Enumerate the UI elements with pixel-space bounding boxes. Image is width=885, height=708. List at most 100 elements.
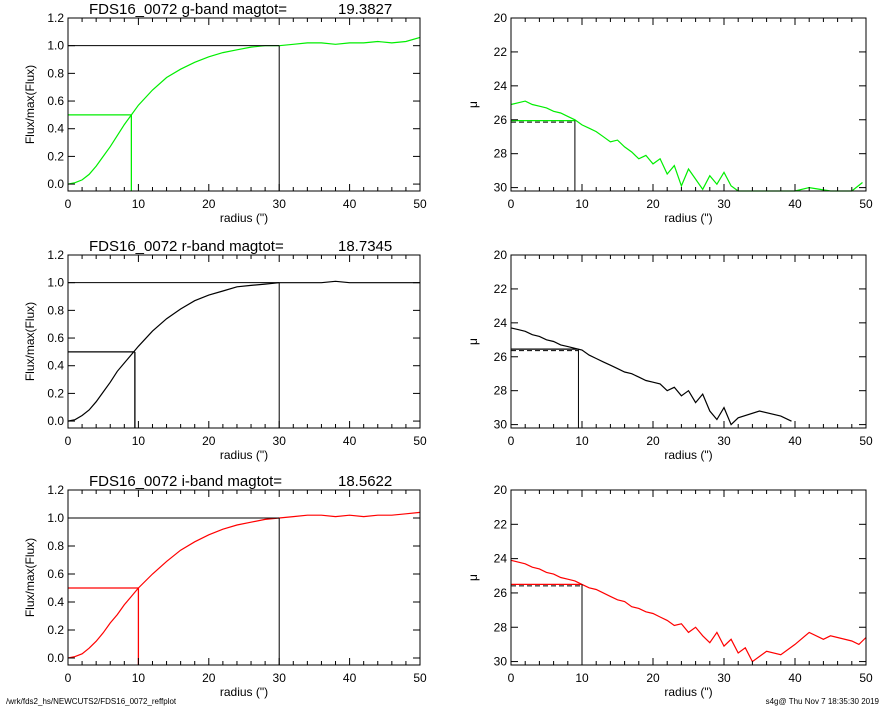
plot-frame <box>67 17 421 192</box>
x-tick-label: 10 <box>575 671 589 685</box>
y-tick-label: 28 <box>494 147 508 161</box>
series-line-g <box>510 100 863 192</box>
y-tick-label: 0.4 <box>47 595 64 609</box>
chart-panel-growth-curve-i: 0 10 20 30 40 50 0.0 0.2 0.4 0.6 0.8 1.0 1.2 radius (… <box>23 473 427 699</box>
y-tick-label: 24 <box>494 316 508 330</box>
y-tick-label: 30 <box>494 655 508 669</box>
x-axis-label: radius (") <box>220 448 268 462</box>
y-axis-label: Flux/max(Flux) <box>23 538 37 617</box>
series-line-g <box>67 36 421 185</box>
y-tick-label: 0.6 <box>47 331 64 345</box>
chart-panel-growth-curve-r: 0 10 20 30 40 50 0.0 0.2 0.4 0.6 0.8 1.0 1.2 radius (… <box>23 238 427 462</box>
y-tick-label: 0.2 <box>47 386 64 400</box>
y-tick-label: 0.6 <box>47 567 64 581</box>
x-tick-label: 0 <box>508 671 515 685</box>
y-tick-label: 0.2 <box>47 149 64 163</box>
y-tick-label: 20 <box>494 483 508 497</box>
x-axis-label: radius (") <box>664 448 712 462</box>
x-tick-label: 40 <box>788 671 802 685</box>
y-tick-label: 22 <box>494 45 508 59</box>
x-tick-label: 40 <box>788 434 802 448</box>
chart-title: FDS16_0072 r-band magtot= <box>89 238 284 255</box>
plot-frame <box>510 254 867 429</box>
x-tick-label: 50 <box>413 671 427 685</box>
x-tick-label: 0 <box>65 197 72 211</box>
x-axis-label: radius (") <box>220 211 268 225</box>
x-tick-label: 10 <box>575 197 589 211</box>
timestamp-label: s4g@ Thu Nov 7 18:35:30 2019 <box>765 697 879 706</box>
y-tick-label: 1.0 <box>47 511 64 525</box>
x-tick-label: 20 <box>202 434 216 448</box>
y-tick-label: 26 <box>494 350 508 364</box>
y-tick-label: 0.0 <box>47 414 64 428</box>
y-tick-label: 0.0 <box>47 651 64 665</box>
x-axis-label: radius (") <box>664 685 712 699</box>
y-tick-label: 0.2 <box>47 623 64 637</box>
y-tick-label: 1.2 <box>47 248 64 262</box>
plot-frame <box>510 17 867 192</box>
y-tick-label: 26 <box>494 586 508 600</box>
x-tick-label: 10 <box>132 197 146 211</box>
y-tick-label: 20 <box>494 248 508 262</box>
series-line-r <box>67 280 420 422</box>
y-axis-label: μ <box>466 101 480 108</box>
y-tick-label: 1.2 <box>47 483 64 497</box>
chart-title: FDS16_0072 i-band magtot= <box>89 473 282 490</box>
x-tick-label: 0 <box>65 671 72 685</box>
y-tick-label: 0.8 <box>47 303 64 317</box>
chart-panel-sb-profile-i: 0 10 20 30 40 50 20 22 24 26 28 30 radius (") μ <box>466 483 873 699</box>
x-tick-label: 0 <box>508 197 515 211</box>
x-tick-label: 50 <box>413 197 427 211</box>
chart-panel-growth-curve-g: 0 10 20 30 40 50 0.0 0.2 0.4 0.6 0.8 1.0 1.2 radius (… <box>23 1 427 225</box>
x-tick-label: 20 <box>202 671 216 685</box>
x-tick-label: 40 <box>343 434 357 448</box>
y-tick-label: 0.8 <box>47 66 64 80</box>
chart-title: FDS16_0072 g-band magtot= <box>89 1 287 18</box>
x-tick-label: 30 <box>717 197 731 211</box>
y-axis-label: Flux/max(Flux) <box>23 65 37 144</box>
y-tick-label: 28 <box>494 620 508 634</box>
x-tick-label: 30 <box>273 434 287 448</box>
x-tick-label: 40 <box>788 197 802 211</box>
magtot-value: 18.7345 <box>338 238 392 255</box>
x-tick-label: 10 <box>575 434 589 448</box>
x-tick-label: 20 <box>646 434 660 448</box>
y-tick-label: 1.0 <box>47 39 64 53</box>
x-tick-label: 50 <box>859 197 873 211</box>
y-axis-label: μ <box>466 338 480 345</box>
y-tick-label: 28 <box>494 384 508 398</box>
y-tick-label: 22 <box>494 517 508 531</box>
plot-frame <box>67 254 421 429</box>
chart-panel-sb-profile-g: 0 10 20 30 40 50 20 22 24 26 28 30 radius (") μ <box>466 11 873 225</box>
x-tick-label: 10 <box>132 671 146 685</box>
x-axis-label: radius (") <box>220 685 268 699</box>
file-path-label: /wrk/fds2_hs/NEWCUTS2/FDS16_0072_reffplo… <box>6 697 177 706</box>
x-tick-label: 30 <box>717 671 731 685</box>
y-tick-label: 20 <box>494 11 508 25</box>
x-tick-label: 0 <box>65 434 72 448</box>
y-tick-label: 22 <box>494 282 508 296</box>
x-tick-label: 50 <box>413 434 427 448</box>
y-tick-label: 0.0 <box>47 177 64 191</box>
x-tick-label: 10 <box>132 434 146 448</box>
y-tick-label: 30 <box>494 181 508 195</box>
x-tick-label: 30 <box>717 434 731 448</box>
x-tick-label: 20 <box>646 671 660 685</box>
chart-panel-sb-profile-r: 0 10 20 30 40 50 20 22 24 26 28 30 radius (") μ <box>466 248 873 462</box>
series-line-r <box>510 327 792 426</box>
x-axis-label: radius (") <box>664 211 712 225</box>
magtot-value: 18.5622 <box>338 473 392 490</box>
y-tick-label: 0.4 <box>47 359 64 373</box>
plot-frame <box>67 489 421 666</box>
y-axis-label: μ <box>466 574 480 581</box>
x-tick-label: 40 <box>343 671 357 685</box>
y-tick-label: 1.2 <box>47 11 64 25</box>
y-tick-label: 1.0 <box>47 276 64 290</box>
x-tick-label: 30 <box>273 197 287 211</box>
x-tick-label: 20 <box>646 197 660 211</box>
y-tick-label: 26 <box>494 113 508 127</box>
x-tick-label: 0 <box>508 434 515 448</box>
y-tick-label: 0.8 <box>47 539 64 553</box>
x-tick-label: 50 <box>859 671 873 685</box>
